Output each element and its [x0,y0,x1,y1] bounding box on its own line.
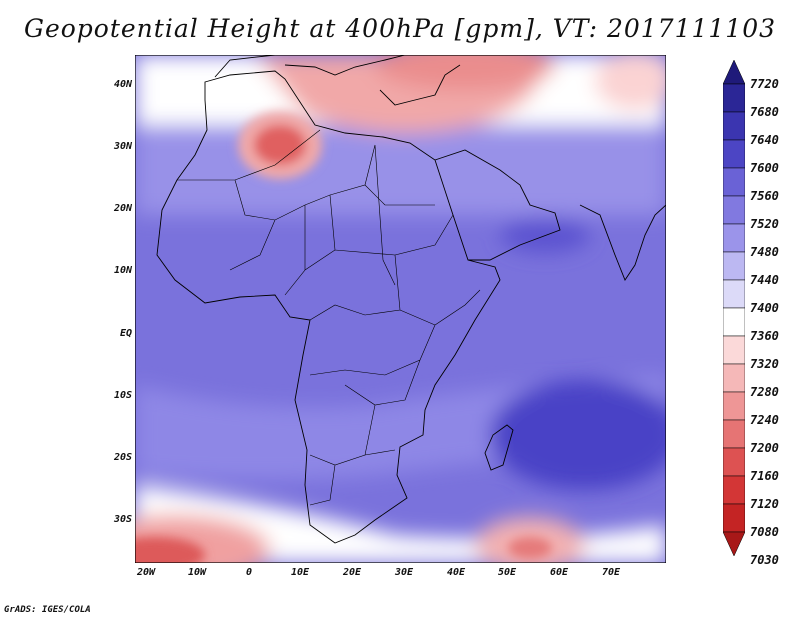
lat-label: 20N [113,203,132,214]
coastlines [156,55,666,544]
colorbar-label: 7320 [750,357,779,371]
southwest-trough-core [135,537,205,563]
europe-coastline [214,55,461,106]
northeast-ridge-patch [595,55,666,110]
colorbar-label: 7600 [750,161,779,175]
colorbar-segment [723,475,745,505]
colorbar-segment [723,251,745,281]
lat-label: 10S [113,390,132,401]
lon-label: 70E [601,567,621,578]
lon-label: 30E [394,567,414,578]
colorbar-label: 7240 [750,413,779,427]
colorbar-label: 7480 [750,245,779,259]
colorbar-segment [723,307,745,337]
indian-ocean-high [490,380,666,490]
colorbar-segment [723,503,745,533]
colorbar-label: 7560 [750,189,779,203]
colorbar-label: 7080 [750,525,779,539]
eastern-med-trough [375,55,555,90]
colorbar-label: 7200 [750,441,779,455]
colorbar-segment [723,531,745,556]
colorbar-label: 7280 [750,385,779,399]
colorbar-segment [723,139,745,169]
lat-label: 20S [113,452,132,463]
colorbar-segment [723,363,745,393]
colorbar-segment [723,335,745,365]
colorbar-label: 7440 [750,273,779,287]
arabian-high [500,217,590,253]
colorbar-segment [723,111,745,141]
chart-title: Geopotential Height at 400hPa [gpm], VT:… [23,14,777,43]
lon-label: 20E [342,567,362,578]
colorbar-label: 7520 [750,217,779,231]
africa-coastline [156,70,501,544]
arabian-peninsula-coastline [434,149,561,261]
grads-credit: GrADS: IGES/COLA [4,605,91,615]
lon-label: 10W [187,567,207,578]
lat-label: 10N [113,265,132,276]
lat-label: 30N [113,141,132,152]
lat-label: EQ [119,328,132,339]
lon-label: 50E [497,567,517,578]
colorbar-label: 7680 [750,105,779,119]
colorbar-segment [723,83,745,113]
lat-label: 30S [113,514,132,525]
colorbar-segment [723,419,745,449]
colorbar-segment [723,447,745,477]
lon-label: 40E [446,567,466,578]
cut-off-low-core [254,125,306,165]
colorbar-segment [723,60,745,85]
colorbar [723,60,745,556]
colorbar-label: 7400 [750,301,779,315]
midlat-band [135,125,666,215]
colorbar-label: 7030 [750,553,779,567]
madagascar-coastline [484,424,514,471]
colorbar-label: 7120 [750,497,779,511]
southeast-trough-core [508,537,552,559]
lon-label: 10E [290,567,310,578]
colorbar-segment [723,391,745,421]
colorbar-label: 7160 [750,469,779,483]
borders [177,129,481,506]
lon-label: 60E [549,567,569,578]
lat-label: 40N [113,79,132,90]
colorbar-segment [723,223,745,253]
geopotential-map [135,55,666,563]
lon-label: 0 [245,567,253,578]
colorbar-label: 7360 [750,329,779,343]
colorbar-label: 7720 [750,77,779,91]
india-coastline [579,204,666,281]
lon-label: 20W [136,567,156,578]
colorbar-label: 7640 [750,133,779,147]
colorbar-segment [723,167,745,197]
colorbar-segment [723,195,745,225]
colorbar-segment [723,279,745,309]
